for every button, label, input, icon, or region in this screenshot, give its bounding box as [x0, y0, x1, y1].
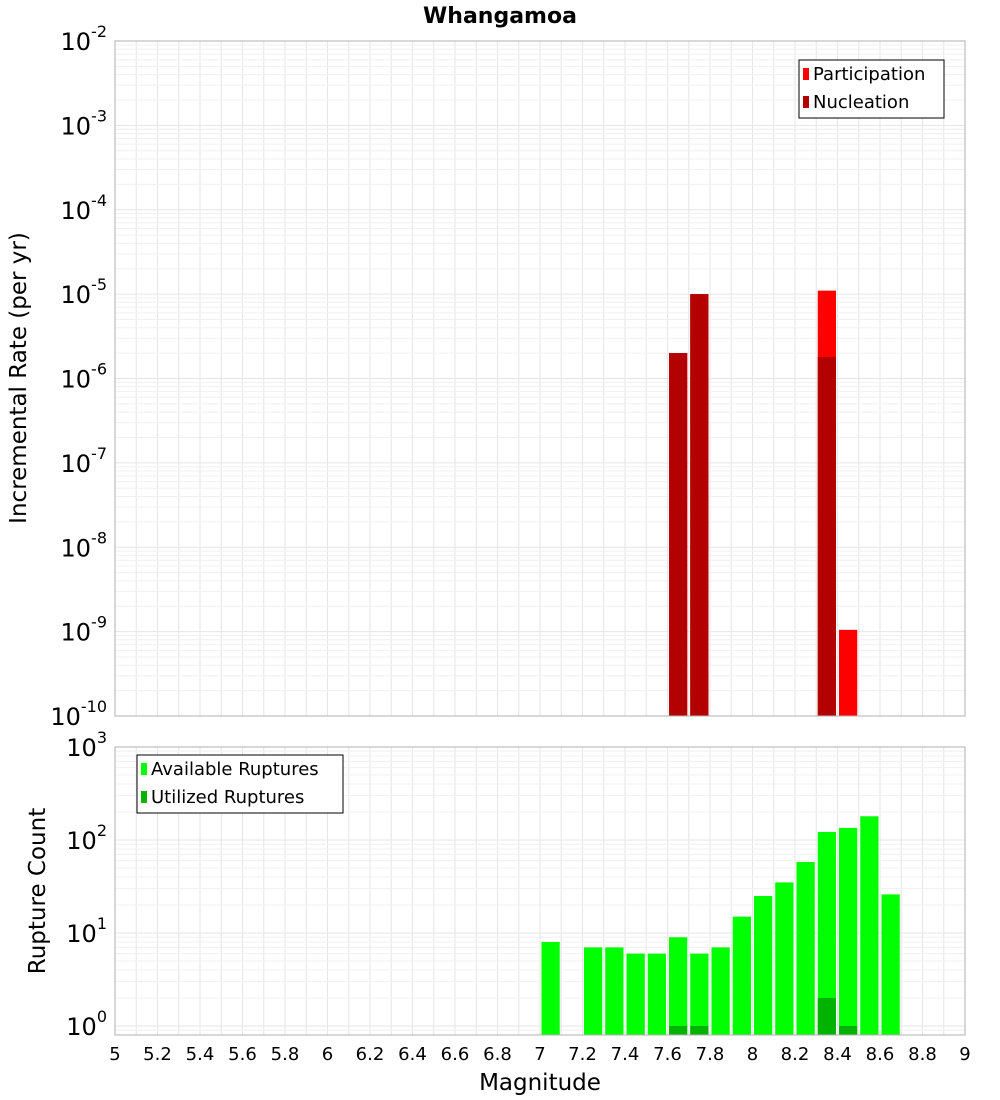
plot-frame-0	[114, 40, 966, 717]
bar	[881, 894, 900, 1035]
x-tick-label: 7.6	[653, 1044, 682, 1065]
bar	[754, 895, 773, 1035]
bar	[669, 353, 688, 716]
x-tick-label: 7.2	[568, 1044, 597, 1065]
top-y-axis-label: Incremental Rate (per yr)	[6, 232, 32, 524]
x-tick-label: 8	[747, 1044, 758, 1065]
bar	[817, 831, 836, 1035]
legend-entry: Utilized Ruptures	[151, 787, 304, 808]
bar	[541, 942, 560, 1035]
bar	[690, 953, 709, 1035]
y-tick-text: 10-6	[61, 360, 108, 394]
bar	[605, 947, 624, 1035]
legend-entry: Available Ruptures	[151, 759, 319, 780]
y-tick-label: 10-4	[61, 191, 108, 225]
bar	[839, 1025, 858, 1035]
y-tick-text: 101	[66, 914, 107, 948]
y-tick-text: 10-10	[50, 697, 107, 731]
y-tick-label: 10-10	[50, 697, 107, 731]
x-tick-label: 6	[322, 1044, 333, 1065]
legend-box	[798, 59, 945, 119]
x-tick-label: 6.6	[441, 1044, 470, 1065]
bar	[690, 294, 709, 716]
bar	[817, 356, 836, 716]
y-tick-text: 10-3	[61, 106, 108, 140]
x-tick-label: 5	[109, 1044, 120, 1065]
bar	[732, 916, 751, 1035]
bar	[669, 937, 688, 1035]
series-available-ruptures	[541, 816, 900, 1035]
bar	[860, 816, 879, 1035]
y-tick-label: 103	[66, 728, 107, 762]
series-utilized-ruptures	[669, 997, 858, 1035]
y-tick-label: 10-8	[61, 528, 108, 562]
y-tick-text: 103	[66, 728, 107, 762]
y-tick-label: 100	[66, 1007, 107, 1041]
chart-title: Whangamoa	[423, 4, 577, 29]
legend-box	[136, 754, 344, 814]
x-tick-label: 8.8	[908, 1044, 937, 1065]
x-tick-label: 8.4	[823, 1044, 852, 1065]
y-tick-label: 10-7	[61, 444, 108, 478]
y-tick-text: 10-4	[61, 191, 108, 225]
y-tick-text: 10-7	[61, 444, 108, 478]
y-tick-text: 100	[66, 1007, 107, 1041]
x-tick-label: 6.4	[398, 1044, 427, 1065]
y-tick-label: 10-2	[61, 22, 108, 56]
bar	[669, 1025, 688, 1035]
y-tick-text: 10-9	[61, 613, 108, 647]
y-tick-text: 10-5	[61, 275, 108, 309]
bar	[775, 882, 794, 1035]
series-nucleation	[669, 294, 836, 716]
legend-swatch	[803, 96, 809, 108]
bar	[796, 861, 815, 1035]
x-tick-label: 9	[959, 1044, 970, 1065]
y-tick-text: 10-2	[61, 22, 108, 56]
y-tick-label: 102	[66, 821, 107, 855]
x-tick-label: 5.6	[228, 1044, 257, 1065]
grid-0	[114, 40, 966, 717]
x-tick-label: 7.8	[696, 1044, 725, 1065]
x-axis-label: Magnitude	[479, 1070, 601, 1096]
legend-swatch	[141, 763, 147, 775]
x-tick-label: 6.2	[356, 1044, 385, 1065]
y-tick-label: 10-9	[61, 613, 108, 647]
bottom-y-axis-label: Rupture Count	[25, 808, 51, 974]
bottom-panel: 100 101 102 103 5 5.2 5.4 5.6 5.8 6 6.2 6.4 6.6 6.8 7 7…	[66, 728, 970, 1065]
y-tick-label: 10-6	[61, 360, 108, 394]
legend-swatch	[141, 791, 147, 803]
legend-1: Available Ruptures Utilized Ruptures	[136, 754, 344, 814]
y-tick-label: 10-3	[61, 106, 108, 140]
y-tick-text: 10-8	[61, 528, 108, 562]
bar	[839, 629, 858, 716]
bar	[839, 827, 858, 1035]
x-tick-label: 8.6	[866, 1044, 895, 1065]
bar	[817, 997, 836, 1035]
x-tick-label: 5.2	[143, 1044, 172, 1065]
x-tick-label: 5.8	[271, 1044, 300, 1065]
x-tick-label: 6.8	[483, 1044, 512, 1065]
legend-entry: Participation	[813, 64, 925, 85]
bar	[647, 953, 666, 1035]
x-tick-label: 8.2	[781, 1044, 810, 1065]
bar	[690, 1025, 709, 1035]
bar	[584, 947, 603, 1035]
bar	[711, 947, 730, 1035]
x-tick-label: 7	[534, 1044, 545, 1065]
y-tick-label: 101	[66, 914, 107, 948]
top-panel: 10-10 10-9 10-8 10-7 10-6 10-5 10-4 10-3 10-2 Par…	[50, 22, 966, 731]
plot-frame-1	[114, 746, 966, 1036]
x-tick-label: 7.4	[611, 1044, 640, 1065]
legend-swatch	[803, 68, 809, 80]
legend-entry: Nucleation	[813, 92, 909, 113]
y-tick-label: 10-5	[61, 275, 108, 309]
x-tick-label: 5.4	[186, 1044, 215, 1065]
y-tick-text: 102	[66, 821, 107, 855]
legend-0: Participation Nucleation	[798, 59, 945, 119]
bar	[626, 953, 645, 1035]
